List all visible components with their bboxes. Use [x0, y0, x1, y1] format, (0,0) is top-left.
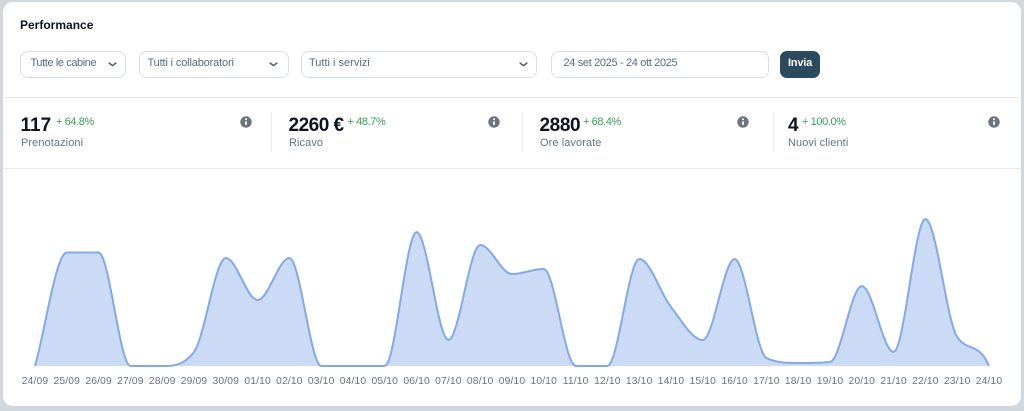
svg-text:29/09: 29/09	[181, 376, 208, 387]
svg-text:17/10: 17/10	[753, 376, 780, 387]
svg-text:18/10: 18/10	[785, 376, 812, 387]
svg-text:05/10: 05/10	[372, 376, 399, 387]
svg-text:20/10: 20/10	[849, 376, 876, 387]
svg-text:26/09: 26/09	[85, 376, 112, 387]
svg-text:06/10: 06/10	[403, 376, 430, 387]
svg-text:11/10: 11/10	[563, 376, 589, 387]
svg-text:12/10: 12/10	[594, 376, 621, 387]
svg-text:15/10: 15/10	[690, 376, 717, 387]
svg-text:01/10: 01/10	[244, 376, 271, 387]
svg-text:27/09: 27/09	[117, 376, 144, 387]
svg-text:09/10: 09/10	[499, 376, 526, 387]
svg-text:16/10: 16/10	[721, 376, 748, 387]
svg-text:13/10: 13/10	[626, 376, 653, 387]
svg-text:04/10: 04/10	[340, 376, 367, 387]
svg-text:03/10: 03/10	[308, 376, 335, 387]
svg-text:25/09: 25/09	[54, 376, 81, 387]
svg-text:08/10: 08/10	[467, 376, 494, 387]
svg-text:28/09: 28/09	[149, 376, 176, 387]
svg-text:21/10: 21/10	[880, 376, 907, 387]
svg-text:24/09: 24/09	[22, 376, 49, 387]
svg-text:24/10: 24/10	[976, 376, 1003, 387]
svg-text:23/10: 23/10	[944, 376, 971, 387]
svg-text:22/10: 22/10	[912, 376, 939, 387]
svg-text:14/10: 14/10	[658, 376, 685, 387]
svg-text:30/09: 30/09	[213, 376, 240, 387]
svg-text:07/10: 07/10	[435, 376, 462, 387]
svg-text:02/10: 02/10	[276, 376, 303, 387]
svg-text:19/10: 19/10	[817, 376, 844, 387]
svg-text:10/10: 10/10	[531, 376, 558, 387]
